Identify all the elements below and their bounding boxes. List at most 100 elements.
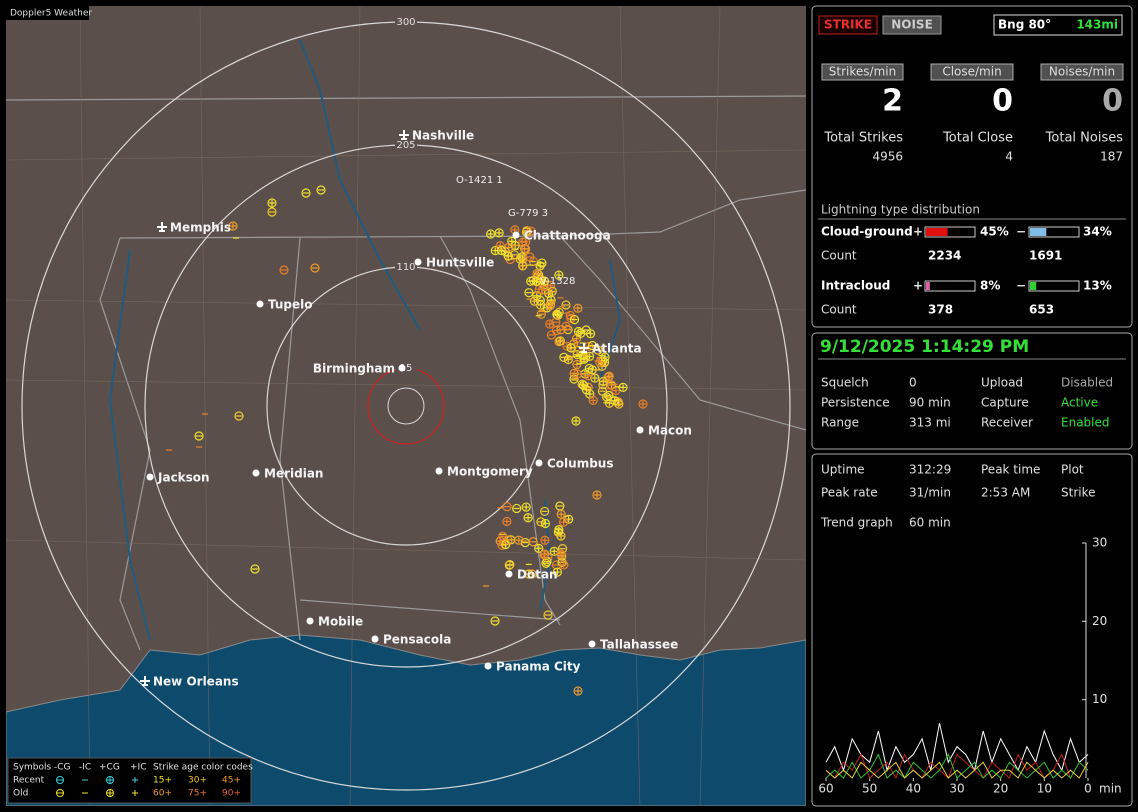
panel-box [811,332,1133,450]
strike-symbol [503,251,513,261]
x-tick-label: 10 [1037,782,1052,796]
strike-symbol [541,537,548,544]
total-value: 4956 [872,150,903,164]
strike-symbol [601,354,608,361]
legend-symbol [132,790,138,796]
strike-symbol [521,502,531,512]
airport-icon [399,130,409,140]
strike-symbol [581,356,588,363]
strike-symbol [269,200,275,206]
strike-symbol [534,543,544,553]
strike-symbol [503,518,510,525]
distance: 143mi [1076,18,1118,32]
city-label: Tallahassee [600,638,678,652]
map: 300 205 110 15 Nashville Memphis Chattanooga H… [6,6,806,806]
sign: + [913,279,923,293]
bearing: Bng 80° [998,18,1051,32]
strike-symbol [573,326,584,337]
strike-symbol [194,431,204,441]
legend-header: -IC [79,763,91,773]
y-tick-label: 10 [1092,692,1107,706]
strike-symbol [604,390,614,401]
strike-symbol [531,298,538,305]
strike-symbol [595,357,605,367]
city-label: Chattanooga [524,229,611,243]
strike-symbol [560,561,567,568]
stat-text: Uptime [821,463,865,477]
city-dot [484,662,492,670]
stat-text: Strike [1061,486,1096,500]
city-label: Mobile [318,615,363,629]
legend-row-label: Old [13,789,28,799]
strike-symbol [573,303,583,313]
bar [926,282,930,290]
strike-symbol [547,286,557,296]
strike-symbol [554,525,564,535]
strike-symbol [563,323,570,330]
strike-symbol [583,386,590,393]
x-tick-label: 20 [993,782,1008,796]
strike-symbol [505,560,515,570]
sign: − [1016,225,1026,239]
strike-symbol [554,307,564,317]
pct-label: 8% [980,279,1000,293]
strike-button-label: STRIKE [824,18,872,32]
city-label: Huntsville [426,256,494,270]
bar-track [1028,280,1080,292]
strike-symbol [638,399,648,409]
panel-box [811,5,1133,328]
strike-symbol [522,238,529,245]
distribution-title: Lightning type distribution [821,203,980,217]
strike-symbol [537,258,547,268]
pct-label: 13% [1083,279,1112,293]
rate-button [821,63,904,81]
type-label: Cloud-ground [821,225,913,239]
strike-symbol [502,516,512,527]
strike-symbol [535,545,542,552]
city-dot [435,467,443,475]
strike-symbol [606,373,613,380]
y-tick-label: 20 [1092,614,1107,628]
strike-symbol [576,328,586,338]
legend-symbol [106,776,114,784]
strike-symbol [574,305,581,312]
setting-text: 313 mi [909,416,951,430]
strike-symbol [234,411,244,421]
strike-symbol [536,309,546,319]
status-panel: STRIKE NOISE Bng 80° 143mi Strikes/min 2 Total… [811,5,1133,807]
city-label: Macon [648,424,692,438]
setting-text: Capture [981,396,1029,410]
city-dot [256,300,264,308]
strike-symbol [585,372,592,379]
type-label: Intracloud [821,279,890,293]
ring-label: 15 [400,363,413,374]
legend-header: Strike age color codes [153,763,253,773]
strike-symbol [561,300,571,310]
airport-icon [157,222,167,232]
strike-symbol [606,380,617,390]
strike-symbol [560,519,567,526]
strike-symbol [597,386,607,396]
setting-text: Range [821,416,859,430]
strike-symbol [557,532,564,539]
city-label: Montgomery [447,465,533,479]
setting-text: Receiver [981,416,1033,430]
strike-symbol [521,245,528,252]
x-tick-label: 50 [862,782,877,796]
strike-symbol [545,319,555,329]
ring-label: 205 [396,140,415,151]
strike-symbol [551,317,561,327]
strike-symbol [546,330,557,340]
strike-symbol [588,395,598,405]
city-dot [512,231,520,239]
strike-symbol [535,261,545,271]
setting-text: Enabled [1061,416,1110,430]
strike-symbol [587,340,598,351]
strike-symbol [533,270,544,280]
x-tick-label: 60 [818,782,833,796]
legend-symbol [106,789,114,797]
city-dot [588,640,596,648]
count-label: Count [821,303,857,317]
ring-label: 110 [396,262,415,273]
strike-symbol [267,207,277,217]
